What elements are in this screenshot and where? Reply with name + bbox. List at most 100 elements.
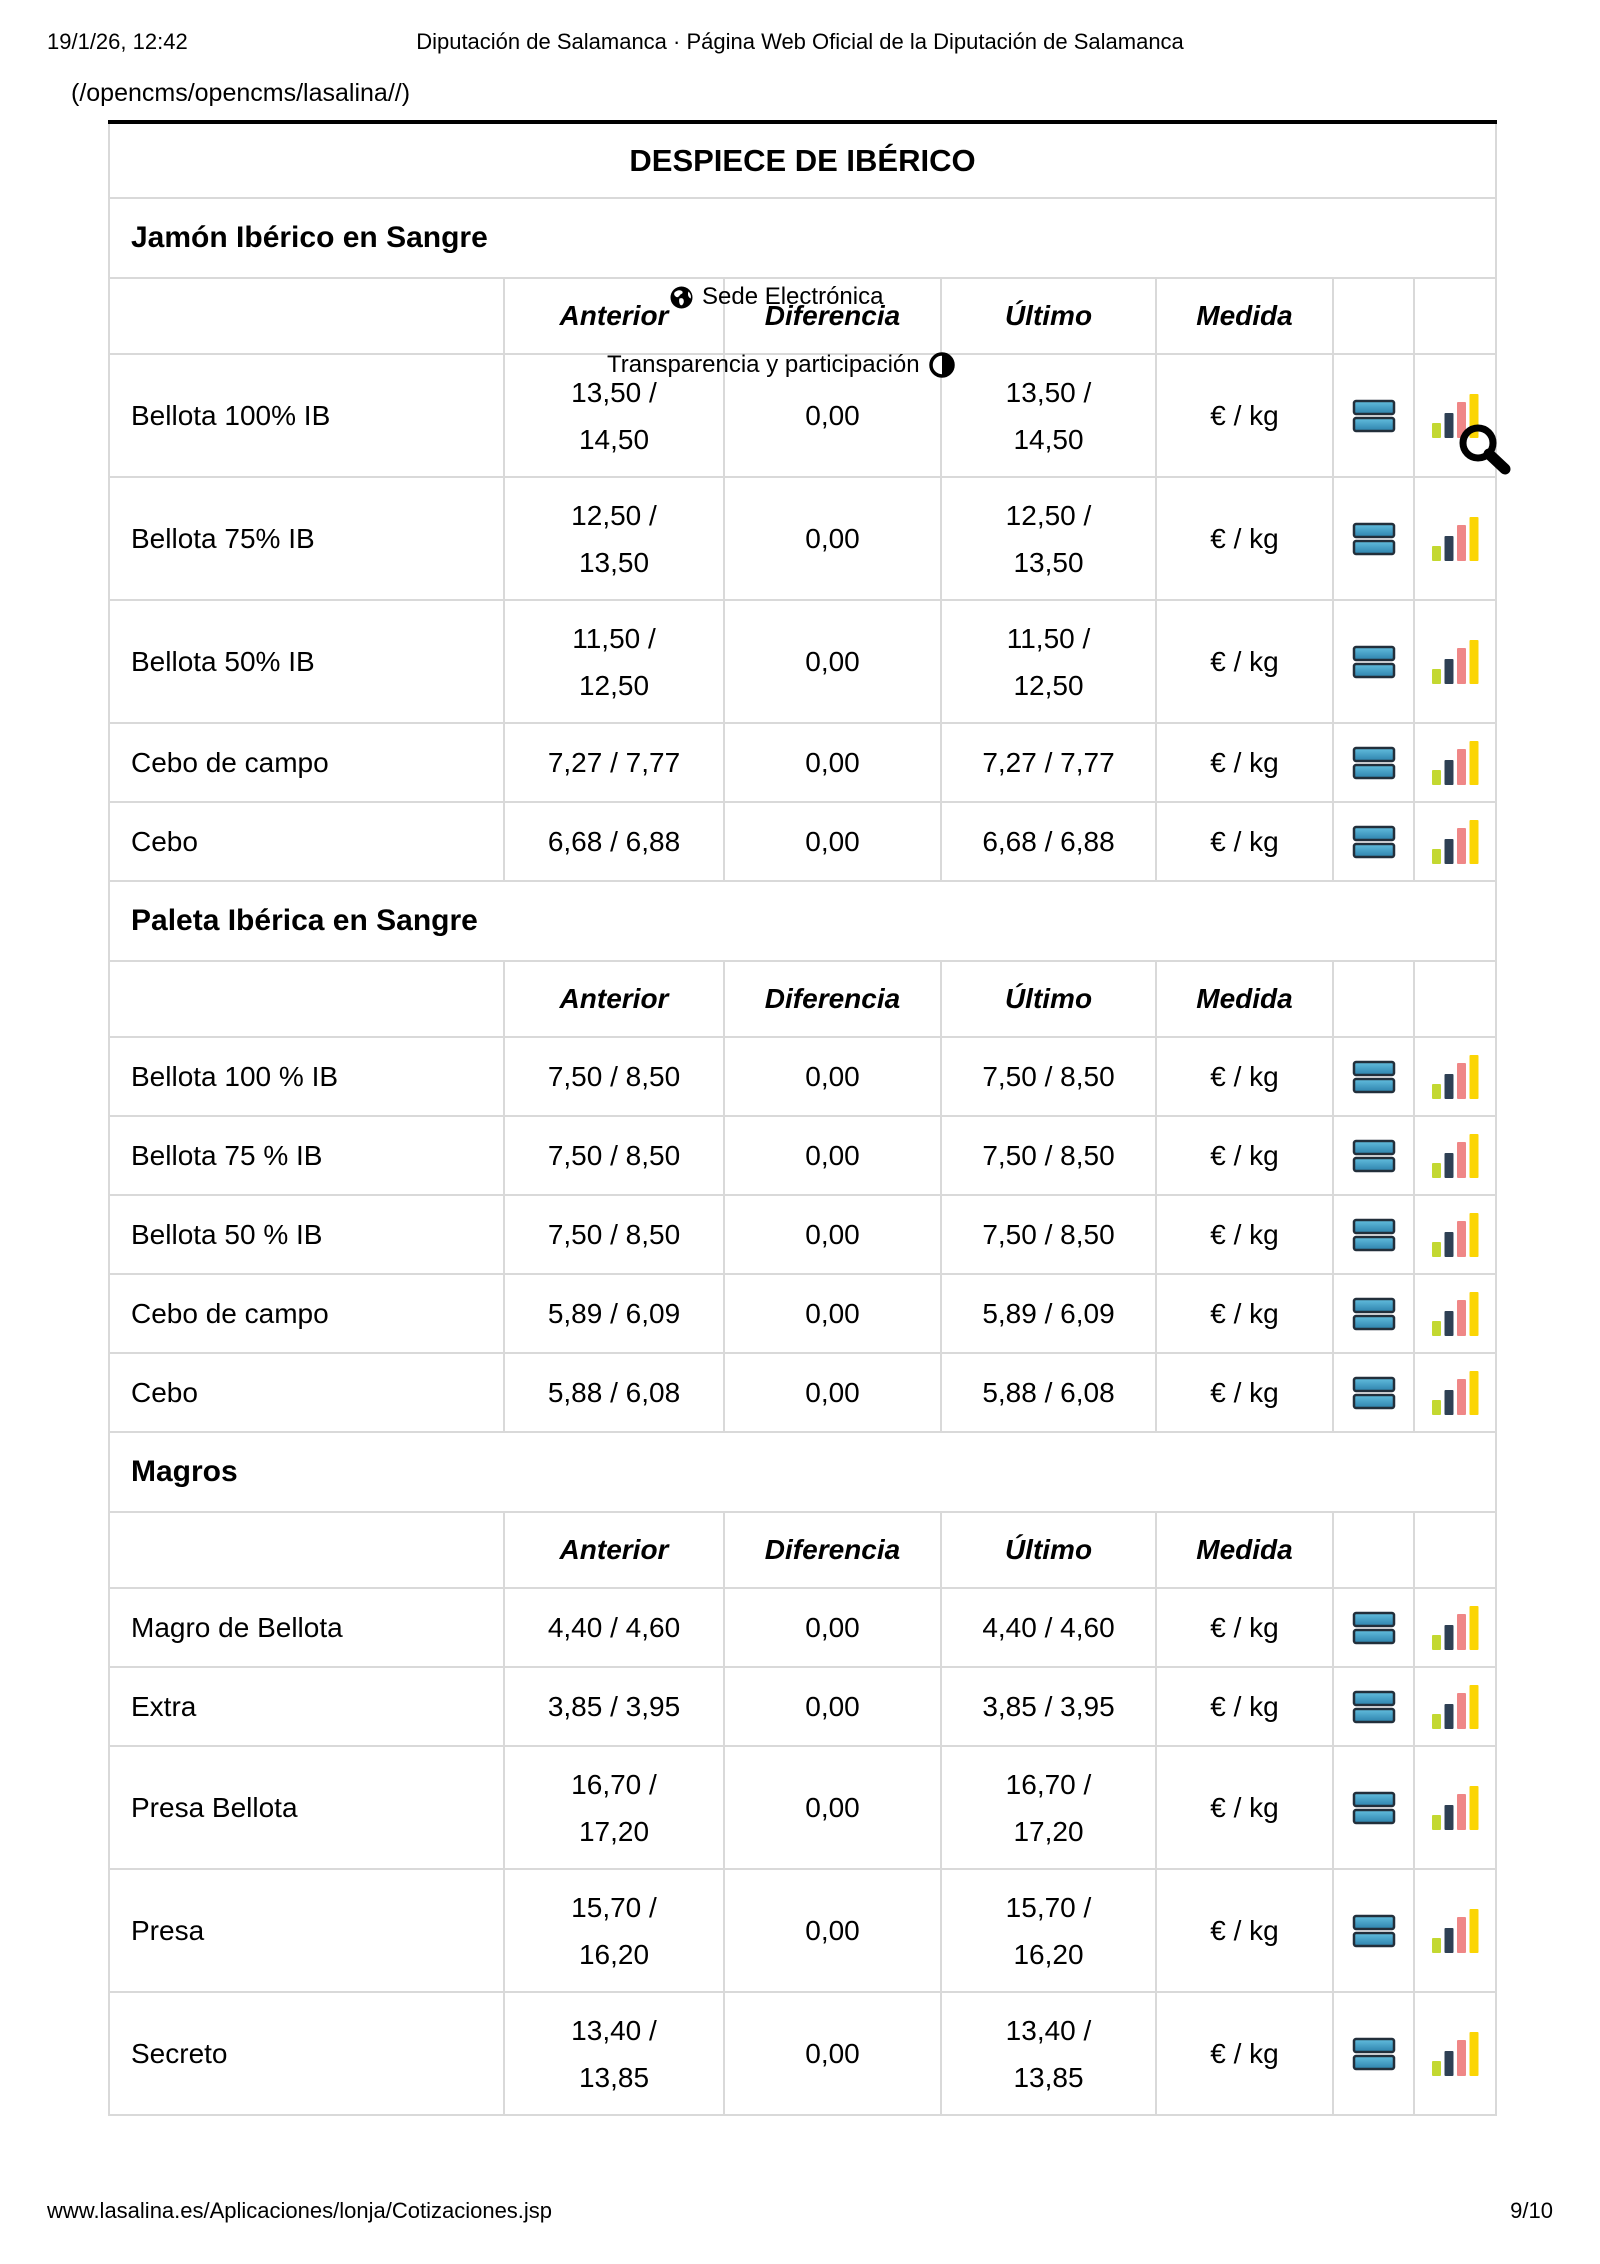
table-row: Magro de Bellota 4,40 / 4,60 0,00 4,40 /… xyxy=(108,1587,1497,1668)
table-view-cell xyxy=(1332,1745,1415,1870)
chart-view-cell xyxy=(1413,1745,1497,1870)
bar-chart-icon[interactable] xyxy=(1431,1370,1480,1416)
breadcrumb-link[interactable]: (/opencms/opencms/lasalina//) xyxy=(71,79,411,107)
medida-value: € / kg xyxy=(1155,1587,1334,1668)
chart-view-cell xyxy=(1413,1666,1497,1747)
anterior-value: 7,50 / 8,50 xyxy=(503,1036,725,1117)
table-view-icon[interactable] xyxy=(1352,1791,1396,1825)
empty-header-cell xyxy=(1332,1511,1415,1589)
table-view-icon[interactable] xyxy=(1352,1297,1396,1331)
table-view-cell xyxy=(1332,722,1415,803)
bar-chart-icon[interactable] xyxy=(1431,1133,1480,1179)
product-label: Presa Bellota xyxy=(108,1745,505,1870)
table-row: Presa Bellota 16,70 / 17,20 0,00 16,70 /… xyxy=(108,1745,1497,1870)
table-row: Cebo 6,68 / 6,88 0,00 6,68 / 6,88 € / kg xyxy=(108,801,1497,882)
bar-chart-icon[interactable] xyxy=(1431,1785,1480,1831)
table-view-cell xyxy=(1332,1352,1415,1433)
table-view-icon[interactable] xyxy=(1352,1376,1396,1410)
anterior-value: 4,40 / 4,60 xyxy=(503,1587,725,1668)
table-view-cell xyxy=(1332,1587,1415,1668)
chart-view-cell xyxy=(1413,476,1497,601)
chart-view-cell xyxy=(1413,1273,1497,1354)
bar-chart-icon[interactable] xyxy=(1431,639,1480,685)
table-view-icon[interactable] xyxy=(1352,825,1396,859)
table-view-icon[interactable] xyxy=(1352,522,1396,556)
table-row: Cebo de campo 5,89 / 6,09 0,00 5,89 / 6,… xyxy=(108,1273,1497,1354)
section-header-row: Magros xyxy=(108,1431,1497,1513)
ultimo-value: 7,50 / 8,50 xyxy=(940,1115,1157,1196)
chart-view-cell xyxy=(1413,1352,1497,1433)
bar-chart-icon[interactable] xyxy=(1431,1054,1480,1100)
product-label: Bellota 50 % IB xyxy=(108,1194,505,1275)
column-header-row: Anterior Diferencia Último Medida xyxy=(108,960,1497,1038)
empty-header-cell xyxy=(1413,1511,1497,1589)
contrast-half-circle-icon xyxy=(928,352,955,378)
col-header-diferencia: Diferencia xyxy=(723,1511,942,1589)
diferencia-value: 0,00 xyxy=(723,1194,942,1275)
empty-header-cell xyxy=(108,1511,505,1589)
ultimo-value: 3,85 / 3,95 xyxy=(940,1666,1157,1747)
zoom-magnifier-icon[interactable] xyxy=(1452,419,1514,477)
print-timestamp: 19/1/26, 12:42 xyxy=(47,29,188,54)
bar-chart-icon[interactable] xyxy=(1431,1684,1480,1730)
table-row: Extra 3,85 / 3,95 0,00 3,85 / 3,95 € / k… xyxy=(108,1666,1497,1747)
medida-value: € / kg xyxy=(1155,1868,1334,1993)
chart-view-cell xyxy=(1413,1587,1497,1668)
product-label: Cebo xyxy=(108,1352,505,1433)
anterior-value: 7,27 / 7,77 xyxy=(503,722,725,803)
table-view-icon[interactable] xyxy=(1352,1914,1396,1948)
bar-chart-icon[interactable] xyxy=(1431,1908,1480,1954)
table-view-icon[interactable] xyxy=(1352,1611,1396,1645)
footer-url: www.lasalina.es/Aplicaciones/lonja/Cotiz… xyxy=(47,2198,553,2223)
bar-chart-icon[interactable] xyxy=(1431,1291,1480,1337)
empty-header-cell xyxy=(1413,960,1497,1038)
product-label: Bellota 75 % IB xyxy=(108,1115,505,1196)
anterior-value: 13,50 / 14,50 xyxy=(503,353,725,478)
document-title: Diputación de Salamanca · Página Web Ofi… xyxy=(416,29,1184,54)
table-view-icon[interactable] xyxy=(1352,399,1396,433)
section-title-paleta: Paleta Ibérica en Sangre xyxy=(108,880,1497,962)
table-view-cell xyxy=(1332,599,1415,724)
bar-chart-icon[interactable] xyxy=(1431,819,1480,865)
ultimo-value: 7,50 / 8,50 xyxy=(940,1036,1157,1117)
col-header-diferencia: Diferencia xyxy=(723,960,942,1038)
col-header-medida: Medida xyxy=(1155,1511,1334,1589)
bar-chart-icon[interactable] xyxy=(1431,1212,1480,1258)
table-view-icon[interactable] xyxy=(1352,1139,1396,1173)
table-view-icon[interactable] xyxy=(1352,645,1396,679)
medida-value: € / kg xyxy=(1155,1352,1334,1433)
bar-chart-icon[interactable] xyxy=(1431,1605,1480,1651)
ultimo-value: 15,70 / 16,20 xyxy=(940,1868,1157,1993)
product-label: Magro de Bellota xyxy=(108,1587,505,1668)
diferencia-value: 0,00 xyxy=(723,1352,942,1433)
chart-view-cell xyxy=(1413,1991,1497,2116)
ultimo-value: 12,50 / 13,50 xyxy=(940,476,1157,601)
table-view-cell xyxy=(1332,1868,1415,1993)
empty-header-cell xyxy=(108,277,505,355)
col-header-medida: Medida xyxy=(1155,277,1334,355)
table-view-icon[interactable] xyxy=(1352,1218,1396,1252)
table-view-cell xyxy=(1332,1273,1415,1354)
table-view-icon[interactable] xyxy=(1352,1060,1396,1094)
anterior-value: 15,70 / 16,20 xyxy=(503,1868,725,1993)
bar-chart-icon[interactable] xyxy=(1431,516,1480,562)
sede-electronica-link[interactable]: Sede Electrónica xyxy=(670,283,883,311)
table-view-icon[interactable] xyxy=(1352,2037,1396,2071)
chart-view-cell xyxy=(1413,801,1497,882)
table-title-row: DESPIECE DE IBÉRICO xyxy=(108,121,1497,199)
table-row: Bellota 100 % IB 7,50 / 8,50 0,00 7,50 /… xyxy=(108,1036,1497,1117)
table-view-icon[interactable] xyxy=(1352,746,1396,780)
transparencia-link[interactable]: Transparencia y participación xyxy=(607,351,955,379)
table-row: Cebo 5,88 / 6,08 0,00 5,88 / 6,08 € / kg xyxy=(108,1352,1497,1433)
medida-value: € / kg xyxy=(1155,599,1334,724)
bar-chart-icon[interactable] xyxy=(1431,740,1480,786)
col-header-diferencia: Diferencia xyxy=(723,277,942,355)
bar-chart-icon[interactable] xyxy=(1431,2031,1480,2077)
col-header-anterior: Anterior xyxy=(503,1511,725,1589)
table-row: Bellota 75 % IB 7,50 / 8,50 0,00 7,50 / … xyxy=(108,1115,1497,1196)
diferencia-value: 0,00 xyxy=(723,476,942,601)
section-title-jamon: Jamón Ibérico en Sangre xyxy=(108,197,1497,279)
table-view-icon[interactable] xyxy=(1352,1690,1396,1724)
price-table: DESPIECE DE IBÉRICO Jamón Ibérico en San… xyxy=(108,120,1497,2116)
col-header-ultimo: Último xyxy=(940,277,1157,355)
